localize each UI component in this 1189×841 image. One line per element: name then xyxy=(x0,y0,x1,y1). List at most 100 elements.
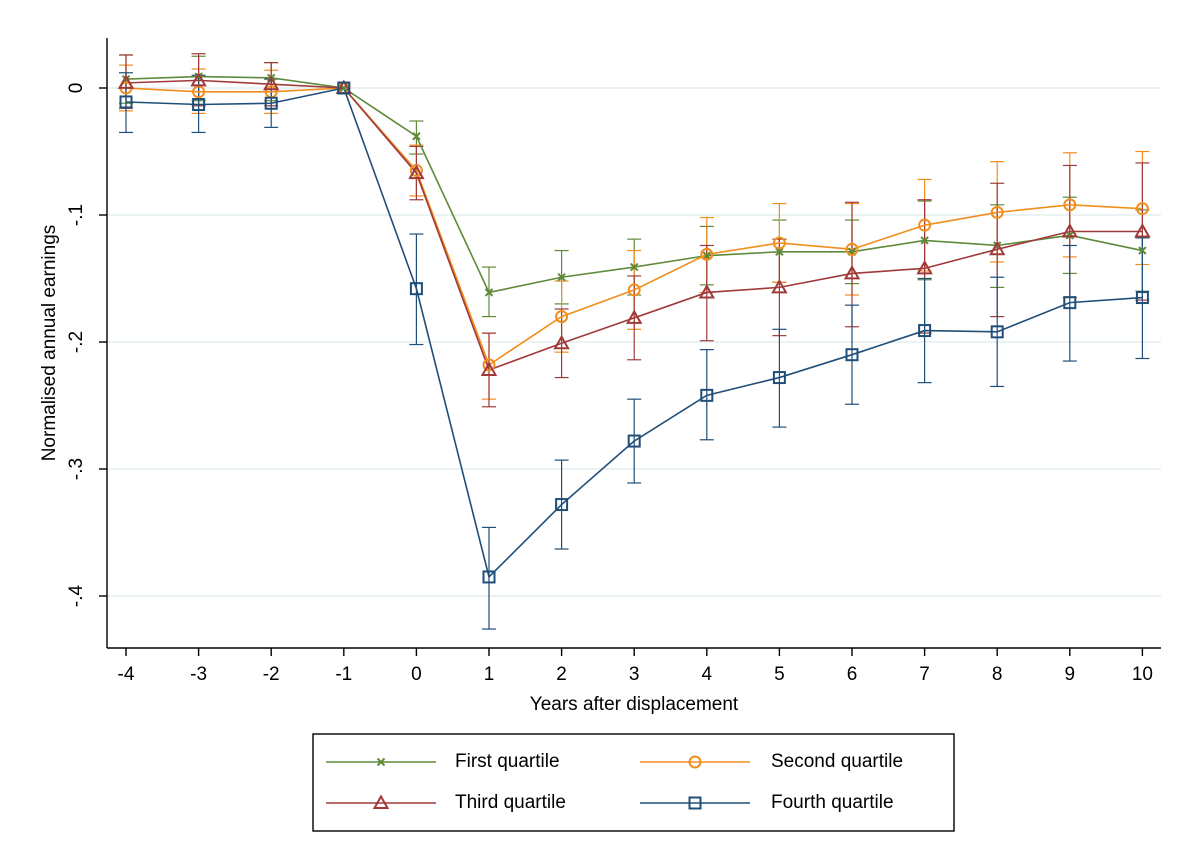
data-point-fourth-quartile xyxy=(772,371,786,385)
data-point-fourth-quartile xyxy=(409,282,423,296)
data-point-fourth-quartile xyxy=(119,95,133,109)
data-point-second-quartile xyxy=(1063,198,1077,212)
marker-stroke xyxy=(920,236,929,245)
y-tick-label: 0 xyxy=(66,83,87,94)
data-point-second-quartile xyxy=(845,242,859,256)
legend-item-fourth-quartile: Fourth quartile xyxy=(640,792,894,813)
data-point-first-quartile xyxy=(1138,246,1147,255)
data-point-fourth-quartile xyxy=(264,96,278,110)
marker-stroke xyxy=(1138,246,1147,255)
data-point-fourth-quartile xyxy=(845,348,859,362)
x-tick-label: 0 xyxy=(411,664,422,685)
x-tick-label: -2 xyxy=(263,664,280,685)
y-tick-label: -.2 xyxy=(66,331,87,353)
marker-stroke xyxy=(376,757,386,767)
data-point-third-quartile xyxy=(408,164,425,180)
data-point-fourth-quartile xyxy=(192,98,206,112)
x-tick-label: -3 xyxy=(190,664,207,685)
data-point-first-quartile xyxy=(1065,231,1075,240)
data-point-third-quartile xyxy=(553,334,570,350)
data-point-third-quartile xyxy=(262,75,280,91)
legend-marker xyxy=(688,755,702,769)
marker-stroke xyxy=(702,251,712,260)
data-point-first-quartile xyxy=(702,251,712,260)
data-point-third-quartile xyxy=(480,361,498,376)
x-tick-label: 4 xyxy=(702,664,713,685)
legend-marker xyxy=(372,794,390,809)
data-point-first-quartile xyxy=(484,288,494,297)
series-markers xyxy=(117,71,1151,584)
x-tick-label: 6 xyxy=(847,664,858,685)
x-tick-label: 2 xyxy=(556,664,567,685)
error-bar-fourth-quartile xyxy=(482,526,496,630)
data-point-first-quartile xyxy=(629,262,639,272)
legend-item-third-quartile: Third quartile xyxy=(326,792,566,813)
x-tick-label: 7 xyxy=(919,664,930,685)
data-point-fourth-quartile xyxy=(700,388,714,402)
x-tick-label: 8 xyxy=(992,664,1003,685)
marker-stroke xyxy=(629,262,639,272)
x-tick-label: -1 xyxy=(335,664,352,685)
data-point-third-quartile xyxy=(1061,222,1079,238)
marker-stroke xyxy=(557,273,566,282)
data-point-fourth-quartile xyxy=(627,434,641,448)
x-tick-label: 3 xyxy=(629,664,640,685)
x-tick-label: 5 xyxy=(774,664,785,685)
legend-label: Third quartile xyxy=(455,792,566,813)
marker-stroke xyxy=(1065,231,1075,240)
data-point-fourth-quartile xyxy=(1135,291,1149,305)
data-point-third-quartile xyxy=(916,259,933,275)
axes xyxy=(99,38,1161,656)
series-line-second-quartile xyxy=(125,87,1143,367)
marker-stroke xyxy=(484,288,494,297)
series-line-third-quartile xyxy=(125,79,1143,371)
data-point-second-quartile xyxy=(482,358,496,372)
data-point-fourth-quartile xyxy=(918,324,932,338)
legend-label: Fourth quartile xyxy=(771,792,894,813)
data-point-third-quartile xyxy=(771,278,788,294)
data-point-fourth-quartile xyxy=(1063,296,1077,310)
data-point-third-quartile xyxy=(988,240,1006,256)
data-point-second-quartile xyxy=(627,283,641,297)
data-point-second-quartile xyxy=(772,236,786,250)
data-point-third-quartile xyxy=(190,71,207,87)
data-point-fourth-quartile xyxy=(555,498,569,512)
legend-item-first-quartile: First quartile xyxy=(326,751,560,772)
x-axis-title: Years after displacement xyxy=(530,694,739,715)
x-tick-label: 10 xyxy=(1132,664,1153,685)
x-tick-label: -4 xyxy=(118,664,135,685)
series-line-fourth-quartile xyxy=(125,87,1143,579)
marker-stroke xyxy=(775,247,784,257)
legend-box xyxy=(312,733,955,832)
marker-stroke xyxy=(412,132,421,141)
data-point-third-quartile xyxy=(1134,222,1151,238)
y-tick-label: -.1 xyxy=(66,204,87,226)
x-tick-label: 9 xyxy=(1065,664,1076,685)
data-point-second-quartile xyxy=(990,205,1004,219)
y-axis-title: Normalised annual earnings xyxy=(39,225,60,462)
data-point-second-quartile xyxy=(1135,202,1149,216)
data-point-second-quartile xyxy=(918,218,932,232)
tick-labels: 0 -.1 -.2 -.3 -.4 -4 -3 -2 -1 0 1 2 3 4 5 6 7 8 9 10 xyxy=(66,83,1153,685)
data-point-third-quartile xyxy=(843,264,861,280)
legend: First quartile Second quartile Third quart… xyxy=(312,733,955,832)
data-point-first-quartile xyxy=(412,132,421,141)
y-tick-label: -.4 xyxy=(66,584,87,607)
data-point-first-quartile xyxy=(775,247,784,257)
data-point-third-quartile xyxy=(698,283,716,299)
legend-item-second-quartile: Second quartile xyxy=(640,751,903,772)
legend-label: First quartile xyxy=(455,751,560,772)
data-point-third-quartile xyxy=(117,74,135,89)
x-tick-label: 1 xyxy=(484,664,495,685)
y-tick-label: -.3 xyxy=(66,458,87,480)
data-point-first-quartile xyxy=(920,236,929,245)
data-point-fourth-quartile xyxy=(990,325,1004,339)
data-point-fourth-quartile xyxy=(482,570,496,584)
legend-label: Second quartile xyxy=(771,751,903,772)
data-point-fourth-quartile xyxy=(337,81,351,95)
legend-marker xyxy=(688,796,702,810)
data-point-second-quartile xyxy=(555,310,569,324)
data-point-third-quartile xyxy=(625,309,643,324)
data-point-second-quartile xyxy=(700,247,714,261)
